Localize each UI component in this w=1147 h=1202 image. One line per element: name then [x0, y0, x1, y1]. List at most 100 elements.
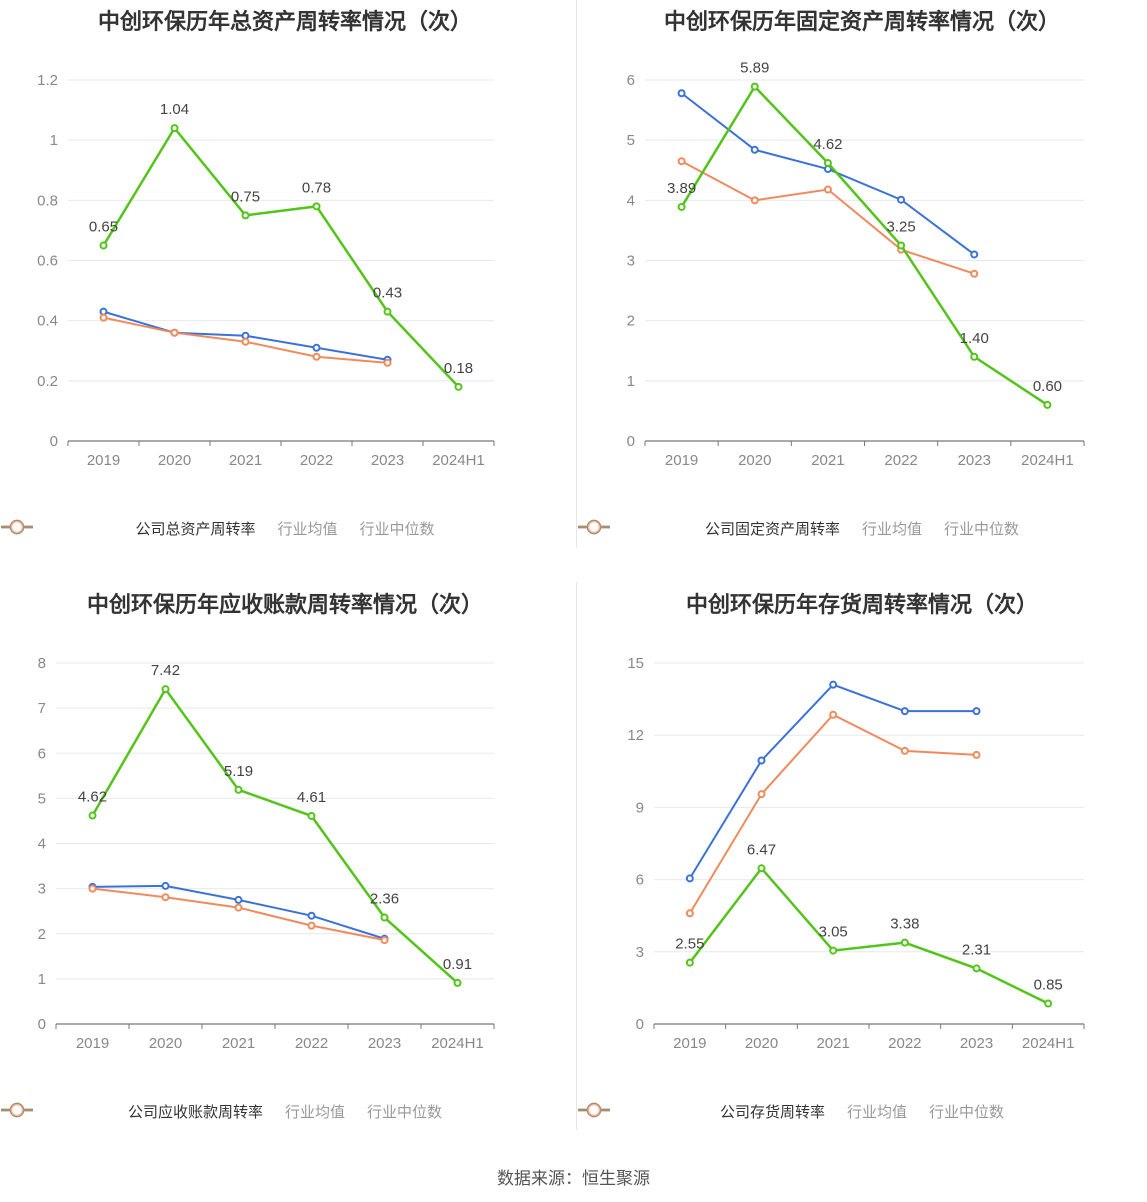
y-tick-label: 3	[627, 253, 635, 270]
y-tick-label: 8	[38, 655, 46, 672]
data-label: 5.19	[224, 763, 253, 780]
x-tick-label: 2024H1	[1022, 1035, 1075, 1052]
x-tick-label: 2021	[229, 452, 262, 469]
legend-item[interactable]: 公司固定资产周转率	[578, 518, 840, 539]
legend-item[interactable]: 行业中位数	[1, 518, 435, 539]
data-point	[970, 250, 979, 259]
y-tick-label: 0.4	[37, 313, 58, 330]
y-tick-label: 1	[627, 373, 635, 390]
legend-item[interactable]: 公司存货周转率	[578, 1101, 825, 1122]
legend-item[interactable]: 行业均值	[578, 1101, 907, 1122]
y-tick-label: 6	[627, 72, 635, 89]
data-point	[383, 358, 392, 367]
data-point	[757, 756, 766, 765]
data-point	[1044, 999, 1053, 1008]
y-tick-label: 9	[636, 799, 644, 816]
data-point	[750, 145, 759, 154]
data-point	[970, 269, 979, 278]
data-point	[677, 89, 686, 98]
data-point	[312, 343, 321, 352]
y-tick-label: 5	[38, 790, 46, 807]
data-point	[241, 337, 250, 346]
y-tick-label: 2	[38, 926, 46, 943]
x-tick-label: 2023	[368, 1035, 401, 1052]
data-label: 2.36	[370, 891, 399, 908]
data-point	[234, 895, 243, 904]
divider	[576, 582, 577, 1130]
data-point	[380, 913, 389, 922]
data-label: 2.55	[675, 936, 704, 953]
chart-fixed-asset-turnover: 中创环保历年固定资产周转率情况（次） 0 1 2 3 4 5 6 2019 2020 2021 20…	[577, 0, 1147, 580]
data-point	[757, 790, 766, 799]
legend-item[interactable]: 行业均值	[1, 1101, 345, 1122]
data-point	[170, 328, 179, 337]
chart-title: 中创环保历年存货周转率情况（次）	[685, 593, 1038, 618]
data-label: 3.38	[890, 916, 919, 933]
y-tick-label: 0	[627, 433, 635, 450]
y-tick-label: 7	[38, 700, 46, 717]
legend-label: 公司总资产周转率	[135, 520, 256, 538]
x-tick-label: 2021	[816, 1035, 849, 1052]
data-label: 0.60	[1033, 378, 1062, 395]
chart-inventory-turnover: 中创环保历年存货周转率情况（次） 0 3 6 9 12 15 2019 2020 2021 202…	[577, 583, 1147, 1163]
legend: 公司总资产周转率 行业均值 行业中位数	[0, 518, 570, 539]
x-tick-label: 2021	[811, 452, 844, 469]
legend-line-circle-icon	[1, 519, 33, 535]
data-point	[900, 707, 909, 716]
y-tick-label: 1	[38, 971, 46, 988]
legend-item[interactable]: 公司总资产周转率	[1, 518, 256, 539]
y-tick-label: 1.2	[37, 72, 58, 89]
data-point	[972, 964, 981, 973]
data-point	[307, 911, 316, 920]
x-tick-label: 2019	[87, 452, 120, 469]
chart-title: 中创环保历年固定资产周转率情况（次）	[663, 10, 1060, 35]
data-point	[677, 157, 686, 166]
x-tick-label: 2022	[295, 1035, 328, 1052]
legend-item[interactable]: 行业均值	[578, 518, 922, 539]
data-point	[88, 811, 97, 820]
x-tick-label: 2020	[158, 452, 191, 469]
chart-svg: 0 1 2 3 4 5 6 2019 2020 2021 2022 2023 2024H1 3.89 5.8…	[627, 60, 1085, 469]
y-tick-label: 3	[636, 944, 644, 961]
chart-svg: 0 1 2 3 4 5 6 7 8 2019 2020 2021 2022 2023 2024H1 4.62 7…	[38, 655, 495, 1052]
data-label: 0.91	[443, 956, 472, 973]
x-tick-label: 2020	[745, 1035, 778, 1052]
x-tick-label: 2023	[371, 452, 404, 469]
x-tick-label: 2023	[958, 452, 991, 469]
data-point	[234, 903, 243, 912]
series-line	[688, 713, 977, 914]
legend-item[interactable]: 行业均值	[1, 518, 338, 539]
legend-item[interactable]: 行业中位数	[578, 518, 1019, 539]
x-tick-label: 2023	[960, 1035, 993, 1052]
legend-label: 行业中位数	[929, 1103, 1005, 1121]
x-tick-label: 2024H1	[431, 1035, 484, 1052]
data-label: 2.31	[962, 941, 991, 958]
series-line	[680, 84, 1049, 406]
y-tick-label: 5	[627, 132, 635, 149]
legend-label: 行业均值	[846, 1103, 907, 1121]
data-point	[161, 881, 170, 890]
legend-item[interactable]: 公司应收账款周转率	[1, 1101, 263, 1122]
chart-receivable-turnover: 中创环保历年应收账款周转率情况（次） 0 1 2 3 4 5 6 7 8 2019 2020 2021…	[0, 583, 570, 1163]
series-line	[102, 125, 460, 388]
data-point	[312, 202, 321, 211]
y-tick-label: 6	[38, 745, 46, 762]
legend: 公司固定资产周转率 行业均值 行业中位数	[577, 518, 1147, 539]
data-label: 3.89	[667, 180, 696, 197]
data-label: 7.42	[151, 662, 180, 679]
data-point	[970, 352, 979, 361]
data-point	[161, 893, 170, 902]
legend-item[interactable]: 行业中位数	[1, 1101, 442, 1122]
data-label: 4.62	[78, 789, 107, 806]
legend-label: 行业均值	[284, 1103, 345, 1121]
data-label: 1.04	[160, 101, 189, 118]
legend-item[interactable]: 行业中位数	[578, 1101, 1005, 1122]
y-tick-label: 12	[627, 727, 644, 744]
data-point	[829, 710, 838, 719]
legend-label: 行业均值	[277, 520, 338, 538]
legend-label: 行业中位数	[359, 520, 435, 538]
data-point	[453, 978, 462, 987]
series-line	[680, 92, 975, 256]
x-tick-label: 2022	[884, 452, 917, 469]
data-point	[897, 241, 906, 250]
